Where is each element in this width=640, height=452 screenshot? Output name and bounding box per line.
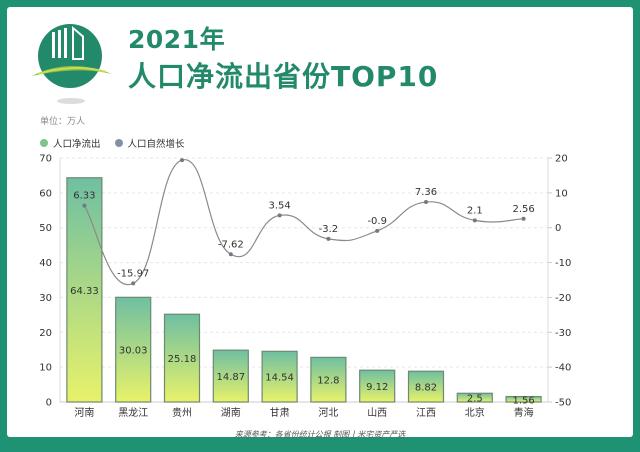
bar-江西 [407,370,445,403]
y-left-tick-label: 0 [46,398,52,409]
y-right-tick-label: -20 [555,293,571,304]
legend-label-outflow: 人口净流出 [53,139,101,150]
title-year: 2021年 [128,25,226,54]
logo-icon [32,24,112,104]
bar-甘肃 [261,350,298,403]
x-tick-label: 河北 [318,407,338,419]
natural-growth-line [83,159,524,286]
y-right-tick-label: 20 [555,154,568,165]
x-tick-label: 黑龙江 [118,406,148,419]
y-right-tick-label: -30 [555,328,571,339]
bar-value-label: 1.56 [512,395,534,406]
bar-value-label: 14.87 [216,372,245,383]
x-tick-label: 甘肃 [270,406,290,419]
y-right-tick-label: -50 [555,398,571,409]
bar-value-label: 8.82 [415,383,437,394]
line-value-label: -15.97 [117,268,149,279]
y-left-tick-label: 20 [39,328,52,339]
x-tick-label: 青海 [514,406,534,419]
source-note: 来源参考：各省份统计公报 制图丨米宅资产严选 [234,430,406,439]
bar-value-label: 64.33 [70,286,99,297]
line-point-江西 [424,200,428,205]
line-value-label: 6.33 [73,191,95,202]
y-right-tick-label: 0 [555,223,561,234]
line-point-甘肃 [277,213,282,218]
bar-value-label: 30.03 [119,346,148,357]
line-value-label: 2.1 [467,205,483,216]
x-tick-label: 北京 [465,406,485,419]
y-left-tick-label: 70 [39,154,52,165]
bar-青海 [505,395,542,403]
y-left-tick-label: 10 [39,363,52,374]
line-point-北京 [472,218,477,223]
x-tick-label: 贵州 [172,406,192,419]
unit-label: 单位：万人 [40,117,86,127]
bar-value-label: 25.18 [168,354,197,365]
legend-label-natural-growth: 人口自然增长 [127,139,185,150]
y-right-tick-label: 10 [555,188,568,199]
y-left-tick-label: 60 [39,188,52,199]
line-value-label: 3.54 [268,200,290,211]
line-point-湖南 [228,252,233,257]
y-right-tick-label: -10 [555,258,571,269]
bar-value-label: 2.5 [467,394,483,405]
line-point-贵州 [180,158,184,163]
bar-贵州 [163,313,201,403]
line-point-黑龙江 [131,281,136,286]
x-tick-label: 河南 [74,406,94,419]
line-value-label: 2.56 [512,204,534,215]
line-point-河北 [326,236,331,241]
legend-dot-natural-growth [114,139,123,147]
line-value-label: 7.36 [415,187,437,198]
line-point-青海 [521,216,526,221]
x-tick-label: 湖南 [221,406,241,419]
legend-item-outflow[interactable]: 人口净流出 [40,136,101,150]
y-right-tick-label: -40 [555,363,571,374]
line-value-label: -0.9 [367,216,387,227]
y-left-tick-label: 40 [39,258,52,269]
x-tick-label: 江西 [416,407,436,419]
bar-河北 [310,356,347,403]
line-value-label: -3.2 [319,224,339,235]
line-point-河南 [82,203,87,208]
x-tick-label: 山西 [367,407,387,419]
bar-湖南 [212,349,249,403]
bar-value-label: 14.54 [265,373,294,384]
line-value-label: -7.62 [218,239,244,250]
y-left-tick-label: 30 [39,293,52,304]
bar-山西 [359,369,396,403]
bar-黑龙江 [115,296,152,403]
line-point-山西 [375,228,380,233]
bar-河南 [66,177,103,403]
legend-item-natural-growth[interactable]: 人口自然增长 [114,136,185,150]
title-main: 人口净流出省份TOP10 [128,60,439,93]
legend: 人口净流出 人口自然增长 [40,136,185,150]
bar-北京 [456,392,493,403]
y-left-tick-label: 50 [39,223,52,234]
legend-dot-outflow [40,139,48,147]
bar-value-label: 9.12 [366,382,388,393]
bar-value-label: 12.8 [317,376,339,387]
